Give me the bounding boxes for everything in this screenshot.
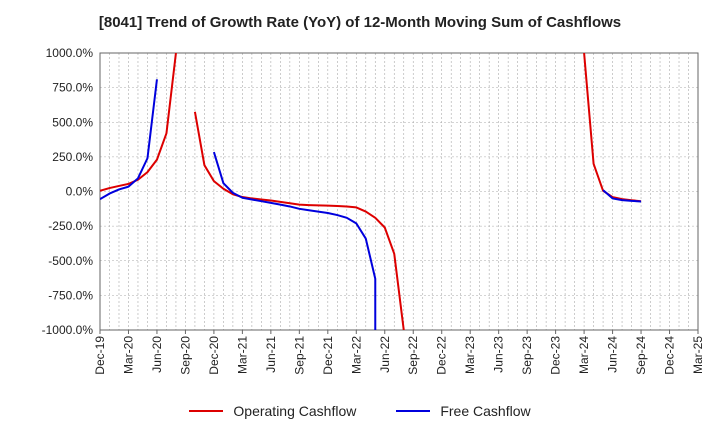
x-tick-label: Dec-20 [207,336,221,375]
y-tick-label: 0.0% [66,185,94,199]
series-group [100,53,642,330]
x-tick-label: Sep-21 [292,336,306,375]
chart-title: [8041] Trend of Growth Rate (YoY) of 12-… [98,14,622,31]
x-tick-label: Sep-20 [178,336,192,375]
x-tick-label: Mar-21 [235,336,249,374]
x-tick-label: Jun-21 [264,336,278,373]
y-tick-label: 500.0% [52,115,93,129]
legend-swatch-free-cashflow [396,410,431,412]
x-tick-label: Dec-24 [663,336,677,375]
x-tick-label: Dec-19 [93,336,107,375]
series-line-operating-cashflow [100,53,177,192]
x-tick-label: Mar-20 [121,336,135,374]
legend: Operating Cashflow Free Cashflow [0,403,720,419]
legend-item-operating-cashflow: Operating Cashflow [189,403,356,419]
x-tick-label: Dec-23 [549,336,563,375]
legend-label-operating-cashflow: Operating Cashflow [233,403,357,419]
x-tick-label: Mar-24 [577,336,591,374]
x-tick-label: Jun-20 [150,336,164,373]
series-line-free-cashflow [100,79,158,200]
legend-label-free-cashflow: Free Cashflow [440,403,531,419]
x-tick-label: Jun-24 [606,336,620,373]
y-tick-label: 1000.0% [46,46,94,60]
series-line-free-cashflow [212,151,377,330]
plot-border [99,52,699,331]
series-line-free-cashflow [602,189,642,203]
y-tick-label: 750.0% [52,81,93,95]
x-tick-label: Dec-22 [435,336,449,375]
y-tick-label: -1000.0% [42,323,94,337]
x-tick-label: Sep-23 [520,336,534,375]
x-tick-label: Mar-23 [463,336,477,374]
y-tick-label: -250.0% [48,219,93,233]
y-tick-label: -750.0% [48,288,93,302]
x-tick-label: Jun-22 [378,336,392,373]
y-tick-label: -500.0% [48,254,93,268]
y-tick-label: 250.0% [52,150,93,164]
x-tick-label: Jun-23 [492,336,506,373]
x-tick-label: Sep-24 [634,336,648,375]
legend-swatch-operating-cashflow [189,410,224,412]
legend-item-free-cashflow: Free Cashflow [396,403,531,419]
x-tick-label: Mar-22 [349,336,363,374]
x-tick-label: Dec-21 [321,336,335,375]
x-tick-label: Mar-25 [691,336,705,374]
x-tick-label: Sep-22 [406,336,420,375]
series-line-operating-cashflow [193,111,405,330]
